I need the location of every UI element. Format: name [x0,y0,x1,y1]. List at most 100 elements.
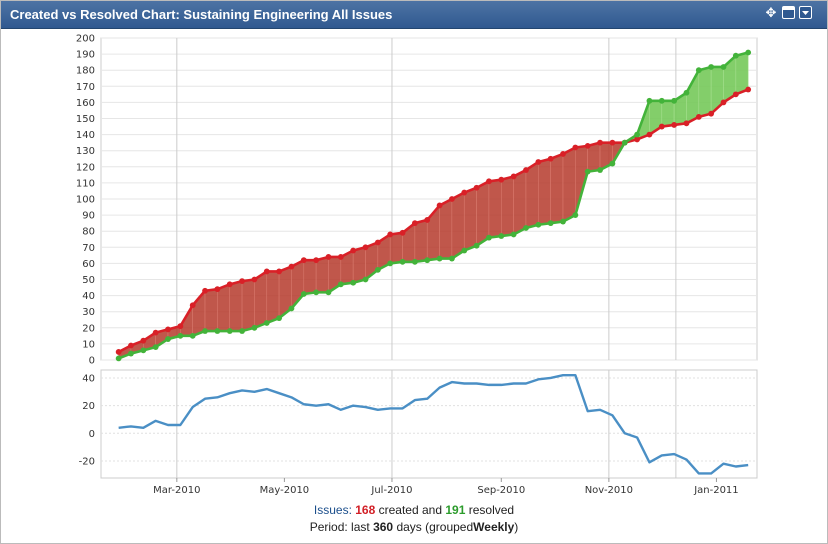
created-point [189,302,196,309]
resolved-point [276,315,283,322]
created-excess-band [439,198,453,259]
resolved-point [177,332,184,339]
created-point [424,217,431,223]
resolved-point [708,64,715,70]
resolved-point [362,276,369,283]
created-point [461,189,468,196]
resolved-point [486,234,492,241]
created-point [732,91,739,98]
created-point [584,142,591,149]
created-point [720,99,727,106]
created-point [362,244,369,251]
resolved-point [300,291,307,297]
y-tick-label: 90 [82,211,95,222]
resolved-point [239,328,245,334]
resolved-point [560,218,566,225]
x-tick-label: Jul-2010 [370,485,412,496]
resolved-point [263,320,270,326]
created-point [337,254,344,260]
resolved-point [313,289,320,296]
created-point [165,326,171,333]
resolved-point [609,160,616,167]
period-label: Period: last [309,520,370,534]
chevron-down-glyph [802,11,809,15]
created-point [473,184,480,191]
created-excess-band [538,158,551,226]
y-tick-label: 200 [76,34,95,45]
created-point [523,167,529,173]
resolved-point [325,289,332,296]
resolved-point [165,336,171,342]
cumulative-plot: 0 10 20 30 40 50 60 70 80 90 100 110 120 130 140 150 160… [76,34,758,367]
period-group: Weekly [473,520,515,534]
created-point [325,254,332,260]
maximize-icon[interactable] [782,6,795,19]
difference-plot: -20 0 20 40 [79,369,758,479]
resolved-point [202,328,208,334]
created-point [609,139,616,146]
resolved-excess-band [698,66,712,118]
resolved-point [547,220,554,227]
resolved-point [140,347,147,354]
created-point [683,120,690,127]
resolved-point [350,279,357,286]
created-point [374,239,381,246]
y-tick-label: 40 [82,291,95,302]
created-point [411,220,418,227]
created-point [597,139,603,146]
diff-y-tick-label: 0 [89,429,95,440]
resolved-point [621,139,628,146]
created-excess-band [389,232,403,264]
y-tick-label: 70 [82,243,95,254]
issues-summary: Issues: 168 created and 191 resolved [1,503,827,517]
created-point [177,323,184,330]
created-excess-band [488,179,502,238]
x-axis: Mar-2010 May-2010 Jul-2010 Sep-2010 Nov-2010… [153,478,739,496]
y-tick-label: 10 [82,339,95,350]
y-tick-label: 30 [82,307,95,318]
resolved-point [128,350,134,357]
resolved-point [658,97,665,104]
resolved-point [634,131,640,138]
resolved-point [449,255,455,262]
resolved-point [683,89,690,96]
period-mid: days (grouped [396,520,474,534]
created-point [449,196,455,202]
created-excess-band [229,280,243,332]
y-tick-label: 180 [76,66,95,77]
resolved-point [226,328,233,334]
resolved-point [572,212,579,219]
created-excess-band [513,169,527,235]
created-point [276,268,283,275]
created-vs-resolved-chart: 0 10 20 30 40 50 60 70 80 90 100 110 120 130 140 150 160… [76,34,758,496]
gadget-titlebar: Created vs Resolved Chart: Sustaining En… [1,1,827,29]
created-point [695,113,702,120]
created-point [634,136,640,143]
created-point [572,144,579,151]
created-text: created and [378,503,443,517]
resolved-point [461,247,468,254]
created-excess-band [414,219,428,263]
resolved-point [473,242,480,249]
dropdown-menu-icon[interactable] [799,6,812,19]
move-icon[interactable]: ✥ [765,5,777,20]
period-end: ) [514,520,519,534]
created-point [486,178,492,185]
resolved-count: 191 [445,503,466,517]
resolved-point [115,355,122,362]
created-point [510,173,517,180]
created-excess-band [550,153,564,224]
created-point [202,287,208,294]
created-point [560,151,566,157]
created-point [300,257,307,264]
created-point [498,176,505,183]
created-point [152,329,159,336]
gadget-title: Created vs Resolved Chart: Sustaining En… [10,7,393,22]
y-tick-label: 60 [82,259,95,270]
period-days: 360 [373,520,394,534]
created-excess-band [463,187,477,251]
created-excess-band [204,288,218,332]
y-tick-label: 20 [82,323,95,334]
created-point [646,131,653,138]
